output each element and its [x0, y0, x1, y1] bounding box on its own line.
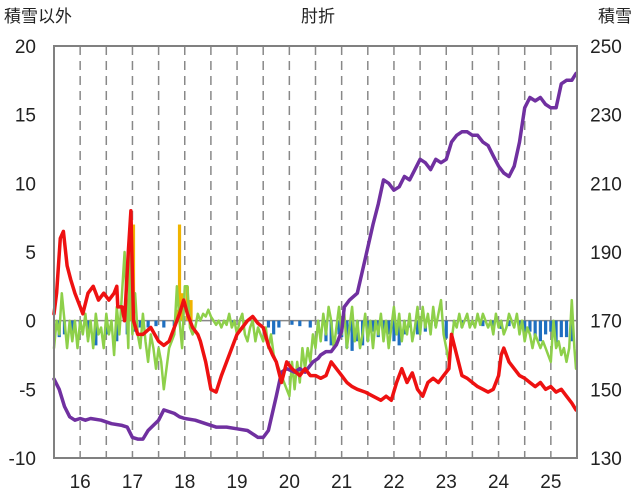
precip_blue-bar: [162, 320, 166, 328]
precip_blue-bar: [308, 320, 312, 328]
precip_orange-bar: [177, 224, 182, 321]
precip_blue-bar: [277, 320, 281, 328]
x-tick-label: 23: [436, 472, 457, 493]
x-tick-label: 17: [122, 472, 143, 493]
left-tick-label: 0: [25, 312, 36, 333]
x-tick-label: 20: [279, 472, 300, 493]
x-tick-label: 25: [540, 472, 561, 493]
left-axis-ticks: 20 15 10 5 0 -5 -10: [9, 37, 36, 470]
precip_blue-bar: [298, 320, 302, 327]
left-tick-label: 15: [15, 106, 36, 127]
precip_blue-bar: [381, 320, 386, 335]
precip_blue-bar: [491, 320, 495, 328]
right-tick-label: 230: [590, 106, 622, 127]
temperature_green-line: [52, 237, 578, 398]
precip_blue-bar: [397, 320, 401, 346]
precip_blue-bar: [523, 320, 527, 332]
precip_blue-bar: [337, 320, 341, 335]
precip_blue-bar: [94, 320, 98, 346]
left-tick-label: 10: [15, 174, 36, 195]
x-axis-ticks: 16 17 18 19 20 21 22 23 24 25: [70, 472, 562, 493]
precip_blue-bar: [533, 320, 537, 338]
precip_blue-bar: [507, 320, 511, 327]
grid-lines: [79, 46, 552, 458]
precip_blue-bar: [371, 320, 375, 332]
right-axis-ticks: 250 230 210 190 170 150 130: [590, 37, 622, 470]
precip_blue-bar: [544, 320, 548, 335]
precip_blue-bar: [549, 320, 553, 332]
precip_blue-bar: [350, 320, 354, 351]
precip_blue-bar: [154, 320, 158, 327]
precip_blue-bar: [70, 320, 74, 332]
precip_blue-bar: [387, 320, 391, 335]
right-axis-title: 積雪: [598, 7, 632, 27]
precip_blue-bar: [570, 320, 574, 342]
precip_blue-bar: [528, 320, 532, 332]
precip_blue-bar: [538, 320, 542, 342]
precip_blue-bar: [444, 320, 448, 339]
chart-title: 肘折: [301, 7, 335, 27]
precip_blue-bar: [392, 320, 396, 342]
precip_blue-bar: [115, 320, 119, 342]
right-tick-label: 190: [590, 243, 622, 264]
precip_blue-bar: [481, 320, 485, 327]
left-tick-label: -10: [9, 449, 36, 470]
x-tick-label: 16: [70, 472, 91, 493]
precip_blue-bar: [138, 320, 142, 328]
left-tick-label: 5: [25, 243, 36, 264]
precip_orange-bar: [175, 309, 179, 321]
x-tick-label: 24: [488, 472, 510, 493]
snow_depth-line: [52, 71, 578, 441]
precip_blue-bar: [559, 320, 563, 338]
x-tick-label: 19: [226, 472, 247, 493]
right-tick-label: 150: [590, 380, 622, 401]
right-tick-label: 210: [590, 174, 622, 195]
precip_blue-bar: [290, 320, 294, 325]
precip_blue-bar: [272, 320, 276, 335]
plot-frame: [53, 45, 578, 459]
temperature-line: [52, 209, 578, 412]
right-tick-label: 130: [590, 449, 622, 470]
precip_blue-bar: [415, 320, 420, 335]
precip_orange-bar: [189, 300, 193, 321]
data-series: [52, 71, 578, 441]
x-tick-label: 21: [331, 472, 352, 493]
left-tick-label: -5: [19, 380, 36, 401]
precip_blue-bar: [266, 320, 271, 328]
right-tick-label: 170: [590, 312, 622, 333]
precip_blue-bar: [564, 320, 569, 338]
left-axis-title: 積雪以外: [4, 7, 72, 27]
x-tick-label: 22: [383, 472, 404, 493]
left-tick-label: 20: [15, 37, 36, 58]
right-tick-label: 250: [590, 37, 622, 58]
x-tick-label: 18: [174, 472, 195, 493]
precip_blue-bar: [554, 320, 558, 346]
precip_blue-bar: [146, 320, 150, 328]
